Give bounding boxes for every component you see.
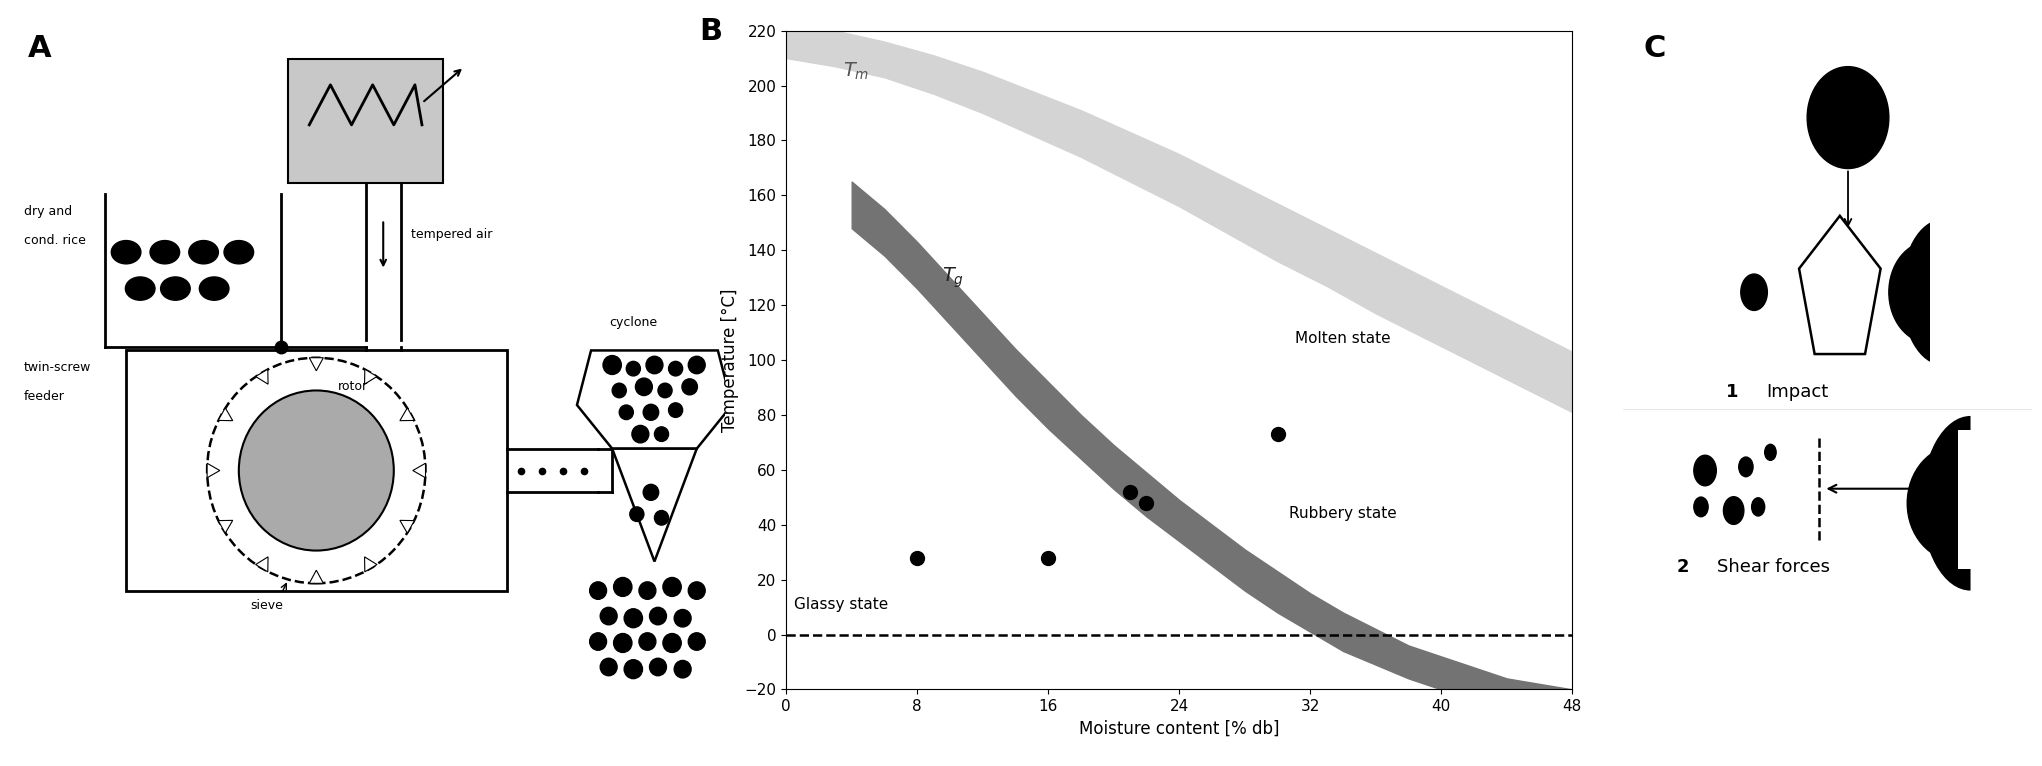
Circle shape [658,383,672,398]
Circle shape [688,582,704,599]
Wedge shape [1901,219,1942,365]
Circle shape [600,658,617,676]
Text: cyclone: cyclone [609,316,658,329]
Text: $T_m$: $T_m$ [843,61,870,83]
Circle shape [629,507,643,522]
Bar [127,351,506,591]
Text: twin-screw: twin-screw [25,362,92,375]
Circle shape [639,582,655,599]
Circle shape [613,383,627,398]
Text: Glassy state: Glassy state [794,597,888,612]
Circle shape [602,355,621,375]
Polygon shape [218,520,233,533]
Circle shape [590,582,606,599]
Ellipse shape [188,241,218,264]
Ellipse shape [225,241,253,264]
Text: A: A [27,34,51,63]
Circle shape [682,379,698,394]
Text: dry and: dry and [25,205,71,218]
Bar [1930,220,1991,365]
Y-axis label: Temperature [°C]: Temperature [°C] [721,288,739,432]
Ellipse shape [161,277,190,300]
Polygon shape [1799,216,1881,354]
Circle shape [664,633,682,653]
Polygon shape [218,408,233,421]
Text: tempered air: tempered air [410,228,492,241]
Ellipse shape [149,241,180,264]
X-axis label: Moisture content [% db]: Moisture content [% db] [1078,720,1280,738]
Ellipse shape [1807,67,1889,169]
Text: Impact: Impact [1766,383,1828,401]
Circle shape [643,404,660,421]
Circle shape [643,484,660,500]
Ellipse shape [1740,457,1752,476]
Polygon shape [255,369,268,385]
Polygon shape [366,369,378,385]
Ellipse shape [1764,444,1777,460]
Circle shape [625,660,643,679]
Circle shape [688,356,704,374]
Ellipse shape [200,277,229,300]
Polygon shape [308,570,323,584]
Text: $T_g$: $T_g$ [941,266,964,290]
Circle shape [653,511,668,525]
Polygon shape [400,408,415,421]
Ellipse shape [112,241,141,264]
Text: cond. rice: cond. rice [25,234,86,247]
Polygon shape [366,557,378,572]
Ellipse shape [1889,241,1971,343]
Circle shape [619,405,633,420]
Circle shape [590,633,606,650]
Polygon shape [613,449,696,561]
Text: feeder: feeder [25,391,65,404]
Circle shape [688,633,704,650]
Polygon shape [308,358,323,371]
Polygon shape [255,557,268,572]
Text: 2: 2 [1676,558,1689,576]
Text: rotor: rotor [337,381,368,393]
Ellipse shape [1693,455,1715,486]
Circle shape [639,633,655,650]
Circle shape [649,607,666,625]
Polygon shape [412,463,425,478]
Circle shape [627,362,641,376]
Text: C: C [1644,34,1666,63]
Text: 1: 1 [1725,383,1738,401]
Text: Molten state: Molten state [1295,331,1391,345]
Ellipse shape [1752,498,1764,516]
Polygon shape [206,463,221,478]
Circle shape [613,578,631,597]
Circle shape [664,578,682,597]
Ellipse shape [1693,497,1707,517]
Text: Shear forces: Shear forces [1717,558,1830,576]
Wedge shape [1922,416,1971,591]
Circle shape [668,362,682,376]
Ellipse shape [1742,274,1768,310]
Circle shape [613,633,631,653]
Bar [1958,430,2040,568]
Circle shape [239,391,394,551]
Ellipse shape [125,277,155,300]
Circle shape [674,660,690,678]
Circle shape [631,425,649,443]
Circle shape [600,607,617,625]
Circle shape [645,356,664,374]
Polygon shape [400,520,415,533]
Circle shape [668,403,682,417]
Text: B: B [700,18,723,47]
Bar [288,60,443,183]
Text: Rubbery state: Rubbery state [1289,506,1397,521]
Circle shape [635,378,651,395]
Polygon shape [578,351,731,449]
Circle shape [649,658,666,676]
Circle shape [674,610,690,627]
Circle shape [653,427,668,441]
Ellipse shape [1723,496,1744,525]
Text: sieve: sieve [251,599,284,611]
Ellipse shape [1907,445,2009,561]
Circle shape [625,609,643,627]
